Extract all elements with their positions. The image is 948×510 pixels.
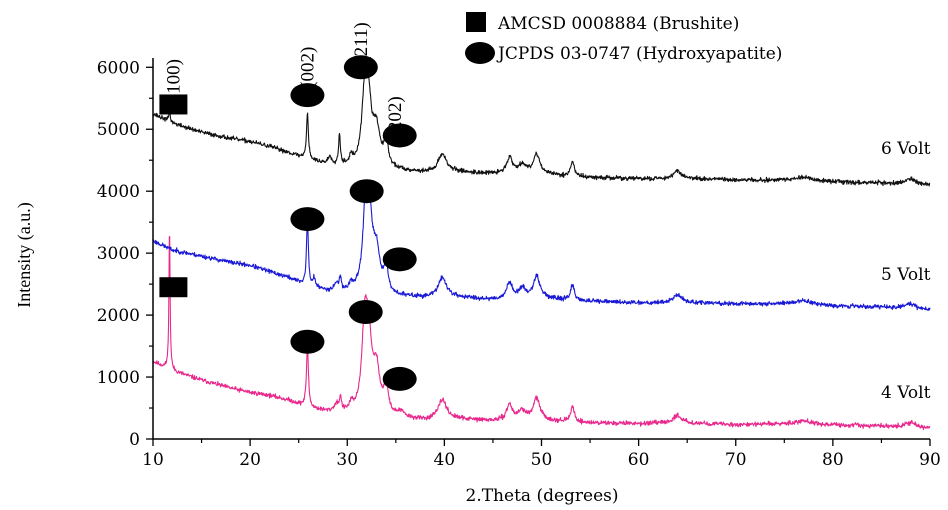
legend-circle-icon <box>465 42 495 64</box>
y-tick-label: 6000 <box>97 58 140 78</box>
x-tick-label: 30 <box>336 450 358 470</box>
hydroxyapatite-circle-icon <box>290 207 325 232</box>
axes <box>152 58 930 440</box>
y-axis-title: Intensity (a.u.) <box>14 202 35 307</box>
series-line-2 <box>152 179 931 312</box>
hydroxyapatite-circle-icon <box>382 123 417 148</box>
x-ticks: 10 20 30 40 50 60 70 80 90 <box>142 439 941 470</box>
legend-entry-hydroxyapatite: JCPDS 03-0747 (Hydroxyapatite) <box>496 44 782 64</box>
hydroxyapatite-circle-icon <box>382 247 417 272</box>
hydroxyapatite-circle-icon <box>382 366 417 391</box>
hkl-label: (211) <box>351 22 372 62</box>
x-tick-label: 20 <box>239 450 261 470</box>
y-tick-label: 5000 <box>97 120 140 140</box>
legend: AMCSD 0008884 (Brushite) JCPDS 03-0747 (… <box>465 12 782 64</box>
x-tick-label: 70 <box>725 450 747 470</box>
hkl-label: (100) <box>163 59 184 100</box>
series-label: 4 Volt <box>881 383 931 403</box>
y-tick-label: 2000 <box>97 306 140 326</box>
hydroxyapatite-circle-icon <box>348 300 383 324</box>
phase-markers <box>159 55 417 391</box>
y-tick-label: 0 <box>129 430 140 450</box>
brushite-square-icon <box>159 94 188 115</box>
y-tick-label: 4000 <box>97 182 140 202</box>
y-tick-label: 3000 <box>97 244 140 264</box>
hkl-label: (002) <box>297 47 318 88</box>
hkl-labels: (100) (002) (211) (202) <box>163 22 405 137</box>
series-layer <box>152 66 931 431</box>
x-tick-label: 10 <box>142 450 164 470</box>
x-axis-title: 2.Theta (degrees) <box>466 486 619 506</box>
series-line-1 <box>152 235 931 431</box>
series-label: 5 Volt <box>881 265 931 285</box>
y-ticks: 0 1000 2000 3000 4000 5000 6000 <box>97 58 153 450</box>
y-tick-label: 1000 <box>97 368 140 388</box>
hydroxyapatite-circle-icon <box>290 83 325 108</box>
series-labels: 6 Volt 5 Volt 4 Volt <box>881 139 931 403</box>
legend-entry-brushite: AMCSD 0008884 (Brushite) <box>497 14 739 34</box>
legend-square-icon <box>466 12 486 32</box>
series-line-3 <box>152 66 931 187</box>
brushite-square-icon <box>159 277 188 298</box>
x-tick-label: 60 <box>628 450 650 470</box>
hydroxyapatite-circle-icon <box>290 329 325 354</box>
x-tick-label: 80 <box>822 450 844 470</box>
x-tick-label: 90 <box>919 450 941 470</box>
x-tick-label: 40 <box>434 450 456 470</box>
hkl-label: (202) <box>385 96 406 137</box>
hydroxyapatite-circle-icon <box>349 179 384 204</box>
hydroxyapatite-circle-icon <box>343 55 378 80</box>
series-label: 6 Volt <box>881 139 931 159</box>
x-tick-label: 50 <box>531 450 553 470</box>
